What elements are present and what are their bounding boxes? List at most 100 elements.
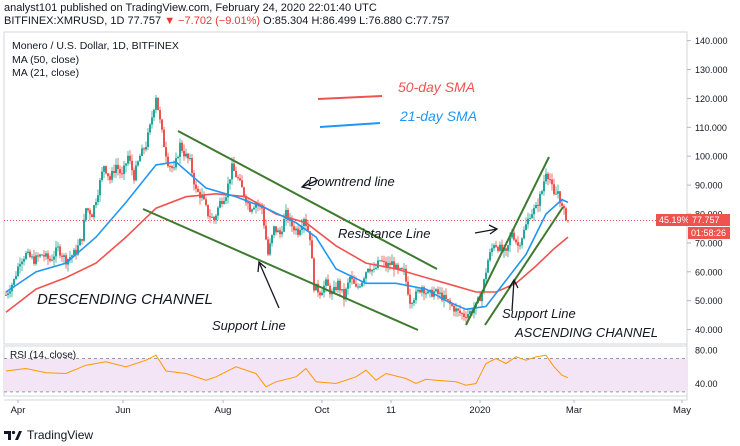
candle-body	[315, 283, 317, 291]
candle-body	[129, 155, 131, 161]
candle-body	[109, 176, 111, 180]
candle-body	[237, 177, 239, 179]
candle-body	[307, 225, 309, 232]
candle-body	[435, 289, 437, 292]
candle-body	[385, 261, 387, 268]
candle-body	[391, 261, 393, 265]
candle-body	[229, 179, 231, 184]
candle-body	[293, 226, 295, 231]
candle-body	[255, 203, 257, 208]
candle-body	[535, 204, 537, 209]
candle-body	[421, 287, 423, 293]
candle-body	[547, 173, 549, 180]
price-tick-label: 70.000	[695, 238, 723, 248]
close-price: 77.757	[127, 15, 162, 27]
candles	[5, 94, 569, 325]
time-tick-label: Jun	[115, 405, 130, 416]
candle-body	[33, 256, 35, 264]
candle-body	[361, 282, 363, 287]
footer: TradingView	[4, 426, 93, 444]
time-tick-label: Aug	[215, 405, 232, 416]
candle-body	[93, 205, 95, 218]
candle-body	[243, 187, 245, 196]
candle-body	[441, 292, 443, 301]
candle-body	[221, 201, 223, 204]
candle-body	[177, 156, 179, 159]
candle-body	[387, 262, 389, 268]
candle-body	[5, 294, 7, 296]
candle-body	[189, 157, 191, 159]
candle-body	[81, 239, 83, 241]
price-tick-label: 130.000	[695, 65, 728, 75]
sma21-line	[5, 161, 569, 311]
candle-body	[499, 244, 501, 251]
candle-body	[29, 251, 31, 257]
candle-body	[469, 311, 471, 315]
candle-body	[555, 193, 557, 195]
candle-body	[277, 230, 279, 233]
candle-body	[77, 245, 79, 255]
candle-body	[533, 208, 535, 215]
candle-body	[211, 216, 213, 218]
support-line-right-label: Support Line	[502, 306, 576, 321]
candle-body	[451, 303, 453, 306]
candle-body	[393, 261, 395, 270]
candle-body	[267, 239, 269, 255]
rsi-band: 80.00 40.00	[4, 346, 718, 393]
candle-body	[223, 200, 225, 204]
price-axis[interactable]: 140.000 130.000 120.000 110.000 100.000 90.00…	[4, 36, 728, 335]
candle-body	[373, 268, 375, 270]
candle-body	[73, 249, 75, 256]
candle-body	[115, 164, 117, 173]
candle-body	[509, 237, 511, 246]
candle-body	[155, 97, 157, 110]
candle-body	[71, 255, 73, 258]
candle-body	[23, 259, 25, 262]
candle-body	[19, 264, 21, 267]
candle-body	[443, 295, 445, 301]
rsi-tick-label: 40.00	[695, 379, 718, 389]
candle-body	[217, 207, 219, 216]
candle-body	[143, 148, 145, 150]
candle-body	[415, 291, 417, 301]
candle-body	[519, 245, 521, 247]
rsi-band-fill	[4, 358, 687, 392]
candle-body	[401, 268, 403, 270]
candle-body	[291, 218, 293, 227]
rsi-label: RSI (14, close)	[10, 350, 76, 361]
candle-body	[353, 279, 355, 284]
candle-body	[31, 256, 33, 258]
resistance-arrowhead	[488, 224, 499, 235]
candle-body	[219, 201, 221, 208]
support-line-left-label: Support Line	[212, 318, 286, 333]
candle-body	[157, 97, 159, 111]
candle-body	[191, 157, 193, 174]
rsi-line	[5, 354, 569, 388]
ascending-channel-label: ASCENDING CHANNEL	[514, 325, 658, 340]
candle-body	[301, 226, 303, 231]
candle-body	[513, 232, 515, 240]
candle-body	[283, 219, 285, 232]
candle-body	[9, 291, 11, 294]
candle-body	[163, 129, 165, 148]
candle-body	[53, 256, 55, 260]
time-axis[interactable]: Apr Jun Aug Oct 11 2020 Mar May	[11, 400, 692, 416]
candle-body	[117, 164, 119, 170]
candle-body	[97, 195, 99, 202]
candle-body	[51, 259, 53, 261]
candle-body	[515, 239, 517, 243]
candle-body	[543, 181, 545, 192]
pct-badge-bg	[656, 214, 696, 226]
candle-body	[411, 303, 413, 305]
candle-body	[123, 165, 125, 174]
candle-body	[405, 268, 407, 282]
candle-body	[145, 146, 147, 150]
candle-body	[539, 193, 541, 206]
candle-body	[355, 283, 357, 287]
descending-channel-label: DESCENDING CHANNEL	[37, 291, 213, 308]
downtrend-label: Downtrend line	[308, 174, 395, 189]
candle-body	[35, 255, 37, 264]
candle-body	[215, 215, 217, 221]
candle-body	[567, 220, 569, 222]
